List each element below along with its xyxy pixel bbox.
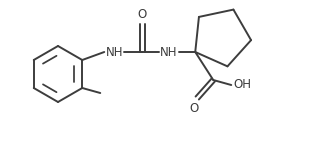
Text: O: O: [138, 8, 147, 21]
Text: OH: OH: [233, 78, 251, 92]
Text: O: O: [190, 102, 199, 115]
Text: NH: NH: [160, 45, 178, 59]
Text: NH: NH: [106, 45, 124, 59]
